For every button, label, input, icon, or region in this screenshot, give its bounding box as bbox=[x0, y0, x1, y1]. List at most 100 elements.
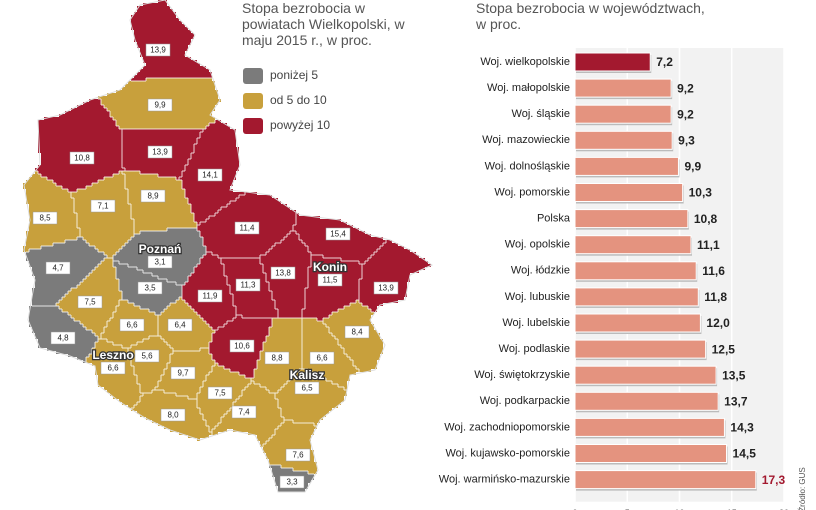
value-box bbox=[100, 361, 126, 375]
y-tick-label: Woj. kujawsko-pomorskie bbox=[445, 447, 570, 459]
region-label: 13,9 bbox=[378, 284, 394, 293]
y-tick-label: Woj. podkarpackie bbox=[480, 395, 570, 407]
bar bbox=[574, 104, 672, 124]
bar bbox=[574, 261, 697, 281]
y-tick-label: Woj. łódzkie bbox=[511, 265, 570, 277]
value-box bbox=[231, 405, 257, 419]
value-box bbox=[32, 211, 58, 225]
y-tick-label: Woj. lubelskie bbox=[502, 317, 570, 329]
value-box bbox=[147, 255, 173, 269]
legend-swatch bbox=[243, 68, 263, 84]
y-tick-label: Polska bbox=[537, 213, 571, 225]
value-label: 12,5 bbox=[712, 342, 736, 356]
y-tick-label: Woj. mazowieckie bbox=[482, 134, 570, 146]
region-label: 3,1 bbox=[154, 258, 166, 267]
value-label: 9,9 bbox=[684, 160, 701, 174]
value-box bbox=[167, 318, 193, 332]
region bbox=[71, 171, 134, 258]
value-label: 14,5 bbox=[733, 447, 757, 461]
region-label: 7,5 bbox=[214, 389, 226, 398]
legend-swatch bbox=[243, 93, 263, 109]
region-label: 14,1 bbox=[202, 171, 218, 180]
y-tick-label: Woj. podlaskie bbox=[499, 343, 570, 355]
value-box bbox=[170, 366, 196, 380]
bar bbox=[574, 339, 707, 359]
value-label: 11,8 bbox=[704, 290, 727, 304]
source: Źródło: GUS bbox=[798, 467, 807, 510]
map-outline bbox=[23, 0, 434, 493]
city-label: Kalisz bbox=[290, 368, 325, 382]
region-label: 15,4 bbox=[330, 230, 346, 239]
value-box bbox=[309, 351, 335, 365]
value-box bbox=[90, 199, 116, 213]
region-label: 7,4 bbox=[238, 408, 250, 417]
value-label: 10,8 bbox=[694, 212, 718, 226]
bar bbox=[574, 287, 699, 307]
value-box bbox=[50, 331, 76, 345]
value-box bbox=[285, 448, 311, 462]
value-box bbox=[229, 339, 255, 353]
value-label: 14,3 bbox=[730, 421, 754, 435]
value-box bbox=[147, 145, 173, 159]
region-label: 8,8 bbox=[271, 354, 283, 363]
bar bbox=[574, 235, 692, 255]
value-box bbox=[137, 281, 163, 295]
region-label: 3,5 bbox=[144, 284, 156, 293]
value-box bbox=[235, 278, 261, 292]
value-box bbox=[325, 227, 351, 241]
y-tick-label: Woj. opolskie bbox=[505, 239, 570, 251]
region-label: 6,4 bbox=[174, 321, 186, 330]
region bbox=[23, 171, 80, 252]
value-label: 17,3 bbox=[762, 473, 786, 487]
bar bbox=[574, 444, 728, 463]
value-box bbox=[147, 98, 173, 112]
region-label: 6,6 bbox=[126, 321, 138, 330]
value-box bbox=[234, 221, 260, 235]
legend-label: poniżej 5 bbox=[270, 68, 318, 82]
region-label: 13,9 bbox=[152, 148, 168, 157]
bar bbox=[574, 78, 672, 98]
region-label: 8,0 bbox=[167, 411, 179, 420]
value-box bbox=[373, 281, 399, 295]
value-box bbox=[279, 475, 305, 489]
x-tick-label: 5 bbox=[625, 508, 630, 510]
value-box bbox=[207, 386, 233, 400]
region bbox=[275, 369, 347, 426]
y-tick-label: Woj. pomorskie bbox=[494, 186, 570, 198]
region-label: 4,8 bbox=[57, 334, 69, 343]
value-box bbox=[145, 43, 171, 57]
value-label: 9,3 bbox=[678, 133, 695, 147]
region-label: 3,3 bbox=[286, 478, 298, 487]
y-tick-label: Woj. świętokrzyskie bbox=[474, 369, 570, 381]
value-label: 13,7 bbox=[724, 394, 748, 408]
value-box bbox=[160, 408, 186, 422]
y-tick-label: Woj. małopolskie bbox=[487, 82, 570, 94]
value-box bbox=[69, 151, 95, 165]
bar bbox=[574, 313, 701, 333]
value-box bbox=[270, 266, 296, 280]
y-tick-label: Woj. wielkopolskie bbox=[480, 56, 570, 68]
legend-label: od 5 do 10 bbox=[270, 93, 327, 107]
x-tick-label: 20 bbox=[779, 508, 789, 510]
region-label: 10,8 bbox=[74, 154, 90, 163]
region-label: 11,3 bbox=[241, 281, 257, 290]
value-box bbox=[264, 351, 290, 365]
region-label: 7,5 bbox=[84, 298, 96, 307]
region bbox=[302, 255, 362, 321]
region-label: 13,8 bbox=[275, 269, 291, 278]
region-label: 6,6 bbox=[316, 354, 328, 363]
value-label: 9,2 bbox=[677, 107, 694, 121]
bar bbox=[574, 130, 673, 150]
y-tick-label: Woj. lubuskie bbox=[505, 291, 570, 303]
value-box bbox=[344, 325, 370, 339]
y-tick-label: Woj. warmińsko-mazurskie bbox=[439, 474, 570, 486]
value-label: 11,6 bbox=[702, 264, 725, 278]
bar bbox=[574, 156, 679, 176]
value-box bbox=[317, 273, 343, 287]
region-label: 7,1 bbox=[97, 202, 109, 211]
region bbox=[122, 171, 197, 234]
value-label: 7,2 bbox=[656, 55, 673, 69]
bar bbox=[574, 391, 719, 411]
region-label: 11,9 bbox=[203, 292, 219, 301]
